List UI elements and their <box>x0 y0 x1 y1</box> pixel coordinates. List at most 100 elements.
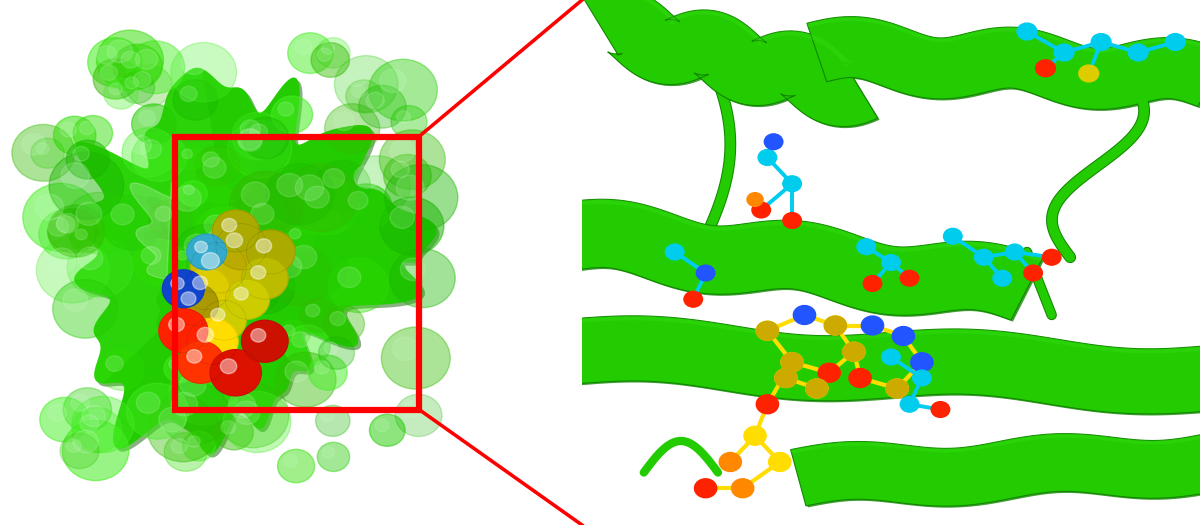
Circle shape <box>12 124 74 181</box>
Circle shape <box>1043 249 1061 265</box>
Circle shape <box>284 361 308 382</box>
Circle shape <box>98 349 144 390</box>
Polygon shape <box>563 200 1043 320</box>
Circle shape <box>106 356 124 371</box>
Circle shape <box>366 92 384 109</box>
Circle shape <box>1036 60 1055 77</box>
Polygon shape <box>566 316 1200 353</box>
Circle shape <box>334 112 354 131</box>
Circle shape <box>322 43 335 54</box>
Circle shape <box>758 150 776 165</box>
Circle shape <box>781 353 803 372</box>
Circle shape <box>71 225 102 253</box>
Circle shape <box>256 239 271 253</box>
Circle shape <box>322 410 334 422</box>
Circle shape <box>289 228 301 239</box>
Circle shape <box>178 251 187 260</box>
Circle shape <box>197 328 214 342</box>
Circle shape <box>392 337 419 361</box>
Circle shape <box>120 72 155 103</box>
Circle shape <box>38 209 94 259</box>
Circle shape <box>56 214 78 233</box>
Circle shape <box>280 236 348 297</box>
Circle shape <box>886 379 908 398</box>
Circle shape <box>126 65 172 107</box>
Circle shape <box>346 80 382 112</box>
Circle shape <box>242 117 289 159</box>
Circle shape <box>78 247 103 270</box>
Circle shape <box>251 204 274 224</box>
Circle shape <box>162 270 204 308</box>
Circle shape <box>278 102 294 116</box>
Circle shape <box>319 337 354 369</box>
Circle shape <box>265 254 298 283</box>
Circle shape <box>824 316 846 335</box>
Circle shape <box>241 257 288 299</box>
Circle shape <box>226 233 242 248</box>
Circle shape <box>148 397 220 462</box>
Bar <box>175 136 419 410</box>
Circle shape <box>824 316 846 335</box>
Circle shape <box>72 396 134 453</box>
Polygon shape <box>565 201 1045 322</box>
Circle shape <box>395 394 442 436</box>
Circle shape <box>67 237 133 297</box>
Circle shape <box>174 224 241 286</box>
Circle shape <box>40 397 89 442</box>
Circle shape <box>1018 23 1037 40</box>
Circle shape <box>390 140 415 162</box>
Circle shape <box>48 248 76 273</box>
Circle shape <box>893 327 914 345</box>
Circle shape <box>66 439 82 453</box>
Circle shape <box>266 164 334 225</box>
Circle shape <box>53 280 118 338</box>
Circle shape <box>292 332 308 348</box>
Circle shape <box>781 353 803 372</box>
Circle shape <box>330 311 346 326</box>
Circle shape <box>88 38 143 87</box>
Polygon shape <box>791 434 1200 506</box>
Circle shape <box>277 173 302 197</box>
Polygon shape <box>130 182 175 289</box>
Circle shape <box>96 46 118 65</box>
Circle shape <box>211 308 224 321</box>
Polygon shape <box>809 18 1200 111</box>
Circle shape <box>756 395 779 414</box>
Circle shape <box>79 415 98 432</box>
Circle shape <box>221 421 235 434</box>
Text: S394T (8): S394T (8) <box>995 277 1090 295</box>
Circle shape <box>247 281 278 310</box>
Circle shape <box>391 161 409 177</box>
Circle shape <box>325 104 379 153</box>
Circle shape <box>943 228 962 244</box>
Circle shape <box>900 270 919 286</box>
Circle shape <box>94 59 138 99</box>
Circle shape <box>206 229 233 253</box>
Circle shape <box>216 224 268 270</box>
Circle shape <box>1024 265 1043 281</box>
Circle shape <box>246 230 295 274</box>
Circle shape <box>187 234 227 270</box>
Circle shape <box>348 192 368 209</box>
Polygon shape <box>71 68 437 454</box>
Circle shape <box>344 65 368 87</box>
Circle shape <box>215 415 253 450</box>
Circle shape <box>22 133 46 155</box>
Circle shape <box>744 426 766 445</box>
Circle shape <box>352 85 365 97</box>
Circle shape <box>238 129 263 151</box>
Circle shape <box>132 104 176 144</box>
Text: S409G (26): S409G (26) <box>797 188 906 206</box>
Circle shape <box>194 219 265 282</box>
Circle shape <box>805 379 828 398</box>
Circle shape <box>181 292 196 306</box>
Circle shape <box>275 352 336 407</box>
Circle shape <box>379 130 445 190</box>
Circle shape <box>194 242 208 253</box>
Circle shape <box>204 215 227 235</box>
Circle shape <box>60 122 77 137</box>
Circle shape <box>913 370 931 386</box>
Circle shape <box>397 111 410 123</box>
Circle shape <box>370 414 406 446</box>
Circle shape <box>931 402 949 417</box>
